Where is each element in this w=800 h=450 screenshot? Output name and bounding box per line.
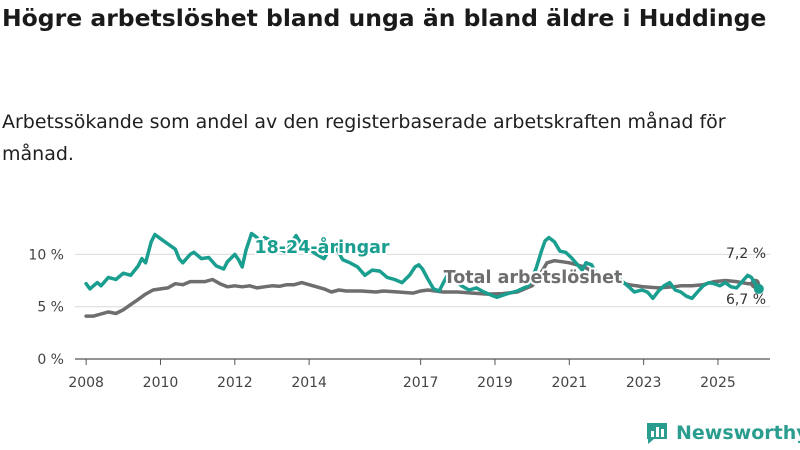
bar-chart-logo-icon xyxy=(647,423,667,444)
series-line-1 xyxy=(84,231,761,301)
series-end-point-1 xyxy=(753,283,764,294)
series-line-0 xyxy=(84,258,757,318)
y-tick-label: 5 % xyxy=(37,300,64,316)
x-tick-label: 2010 xyxy=(143,375,179,391)
x-tick-label: 2017 xyxy=(403,375,439,391)
chart-title: Högre arbetslöshet bland unga än bland ä… xyxy=(2,4,767,32)
newsworthy-logo[interactable]: Newsworthy xyxy=(644,419,800,447)
x-tick-label: 2019 xyxy=(477,375,513,391)
x-tick-label: 2012 xyxy=(217,375,253,391)
x-tick-label: 2021 xyxy=(551,375,587,391)
series-label-0: Total arbetslöshet xyxy=(444,268,623,288)
end-value-label-1: 6,7 % xyxy=(726,292,766,308)
y-tick-label: 10 % xyxy=(28,247,64,263)
series-label-1: 18-24-åringar xyxy=(254,236,389,258)
x-tick-label: 2014 xyxy=(291,375,327,391)
brand-name: Newsworthy xyxy=(676,422,800,444)
x-tick-label: 2008 xyxy=(68,375,104,391)
end-value-label-0: 7,2 % xyxy=(726,246,766,262)
chart-subtitle: Arbetssökande som andel av den registerb… xyxy=(2,111,726,165)
y-tick-label: 0 % xyxy=(37,352,64,368)
x-tick-label: 2025 xyxy=(700,375,736,391)
x-tick-label: 2023 xyxy=(626,375,662,391)
